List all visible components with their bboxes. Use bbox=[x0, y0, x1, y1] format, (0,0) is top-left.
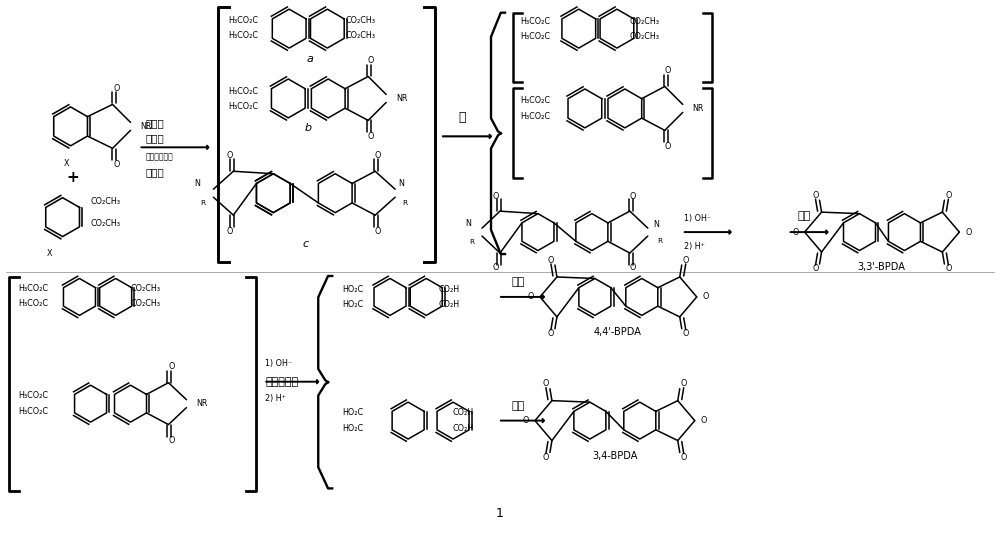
Text: CO₂CH₃: CO₂CH₃ bbox=[345, 31, 375, 40]
Text: O: O bbox=[368, 132, 374, 141]
Text: H₃CO₂C: H₃CO₂C bbox=[520, 17, 550, 26]
Text: N: N bbox=[653, 219, 659, 229]
Text: O: O bbox=[665, 142, 671, 151]
Text: 1: 1 bbox=[496, 507, 504, 520]
Text: H₃CO₂C: H₃CO₂C bbox=[228, 31, 258, 40]
Text: O: O bbox=[630, 263, 636, 272]
Text: H₃CO₂C: H₃CO₂C bbox=[520, 32, 550, 41]
Text: O: O bbox=[375, 151, 381, 160]
Text: O: O bbox=[493, 192, 499, 201]
Text: CO₂CH₃: CO₂CH₃ bbox=[345, 16, 375, 25]
Text: O: O bbox=[665, 66, 671, 75]
Text: NR: NR bbox=[693, 104, 704, 113]
Text: O: O bbox=[168, 436, 175, 445]
Text: 催化剂: 催化剂 bbox=[145, 119, 164, 128]
Text: +: + bbox=[66, 170, 79, 185]
Text: O: O bbox=[543, 453, 549, 462]
Text: H₃CO₂C: H₃CO₂C bbox=[19, 391, 49, 400]
Text: H₃CO₂C: H₃CO₂C bbox=[228, 16, 258, 25]
Text: N: N bbox=[194, 179, 200, 188]
Text: O: O bbox=[681, 453, 687, 462]
Text: O: O bbox=[630, 192, 636, 201]
Text: H₃CO₂C: H₃CO₂C bbox=[19, 285, 49, 294]
Text: CO₂CH₃: CO₂CH₃ bbox=[91, 218, 121, 227]
Text: HO₂C: HO₂C bbox=[342, 424, 363, 433]
Text: X: X bbox=[64, 159, 69, 168]
Text: NR: NR bbox=[196, 399, 208, 408]
Text: O: O bbox=[368, 56, 374, 65]
Text: 脱水: 脱水 bbox=[798, 211, 811, 221]
Text: O: O bbox=[945, 191, 952, 200]
Text: R: R bbox=[200, 200, 205, 206]
Text: 2) H⁺: 2) H⁺ bbox=[684, 241, 705, 250]
Text: O: O bbox=[812, 264, 819, 273]
Text: 脱水: 脱水 bbox=[511, 277, 525, 287]
Text: O: O bbox=[683, 255, 689, 264]
Text: O: O bbox=[168, 362, 175, 371]
Text: R: R bbox=[469, 239, 475, 245]
Text: O: O bbox=[528, 293, 534, 301]
Text: O: O bbox=[548, 329, 554, 339]
Text: O: O bbox=[543, 379, 549, 388]
Text: CO₂H: CO₂H bbox=[452, 424, 473, 433]
Text: 非质子性溶剂: 非质子性溶剂 bbox=[145, 153, 173, 162]
Text: 异构体分离: 异构体分离 bbox=[265, 376, 298, 387]
Text: O: O bbox=[548, 255, 554, 264]
Text: O: O bbox=[523, 416, 529, 425]
Text: 脱水: 脱水 bbox=[511, 400, 525, 411]
Text: O: O bbox=[965, 227, 972, 237]
Text: O: O bbox=[683, 329, 689, 339]
Text: 还原剂: 还原剂 bbox=[145, 134, 164, 143]
Text: CO₂CH₃: CO₂CH₃ bbox=[131, 285, 161, 294]
Text: H₃CO₂C: H₃CO₂C bbox=[520, 96, 550, 105]
Text: 1) OH⁻: 1) OH⁻ bbox=[265, 359, 292, 368]
Text: R: R bbox=[403, 200, 408, 206]
Text: X: X bbox=[47, 248, 52, 257]
Text: O: O bbox=[375, 226, 381, 235]
Text: b: b bbox=[305, 123, 312, 134]
Text: O: O bbox=[792, 227, 799, 237]
Text: 1) OH⁻: 1) OH⁻ bbox=[684, 214, 711, 223]
Text: CO₂CH₃: CO₂CH₃ bbox=[91, 197, 121, 206]
Text: O: O bbox=[945, 264, 952, 273]
Text: NR: NR bbox=[396, 94, 408, 103]
Text: a: a bbox=[307, 53, 314, 64]
Text: H₃CO₂C: H₃CO₂C bbox=[19, 407, 49, 416]
Text: 3,4-BPDA: 3,4-BPDA bbox=[592, 451, 638, 460]
Text: O: O bbox=[812, 191, 819, 200]
Text: c: c bbox=[302, 239, 308, 249]
Text: H₃CO₂C: H₃CO₂C bbox=[228, 87, 258, 96]
Text: O: O bbox=[701, 416, 707, 425]
Text: CO₂H: CO₂H bbox=[438, 286, 459, 294]
Text: O: O bbox=[226, 226, 233, 235]
Text: H₃CO₂C: H₃CO₂C bbox=[228, 102, 258, 111]
Text: 添加剂: 添加剂 bbox=[145, 167, 164, 177]
Text: 4,4'-BPDA: 4,4'-BPDA bbox=[594, 327, 642, 337]
Text: H₃CO₂C: H₃CO₂C bbox=[19, 300, 49, 309]
Text: O: O bbox=[113, 84, 120, 93]
Text: CO₂H: CO₂H bbox=[452, 408, 473, 417]
Text: 醇: 醇 bbox=[458, 111, 466, 124]
Text: CO₂CH₃: CO₂CH₃ bbox=[630, 32, 660, 41]
Text: O: O bbox=[681, 379, 687, 388]
Text: O: O bbox=[113, 160, 120, 169]
Text: NR: NR bbox=[140, 122, 152, 131]
Text: O: O bbox=[493, 263, 499, 272]
Text: CO₂H: CO₂H bbox=[438, 301, 459, 309]
Text: N: N bbox=[465, 218, 471, 227]
Text: HO₂C: HO₂C bbox=[342, 408, 363, 417]
Text: CO₂CH₃: CO₂CH₃ bbox=[131, 300, 161, 309]
Text: N: N bbox=[398, 179, 404, 188]
Text: R: R bbox=[657, 238, 662, 244]
Text: 3,3'-BPDA: 3,3'-BPDA bbox=[858, 262, 905, 272]
Text: H₃CO₂C: H₃CO₂C bbox=[520, 112, 550, 121]
Text: HO₂C: HO₂C bbox=[342, 286, 363, 294]
Text: O: O bbox=[226, 151, 233, 160]
Text: O: O bbox=[703, 293, 709, 301]
Text: 2) H⁺: 2) H⁺ bbox=[265, 394, 286, 403]
Text: HO₂C: HO₂C bbox=[342, 301, 363, 309]
Text: CO₂CH₃: CO₂CH₃ bbox=[630, 17, 660, 26]
